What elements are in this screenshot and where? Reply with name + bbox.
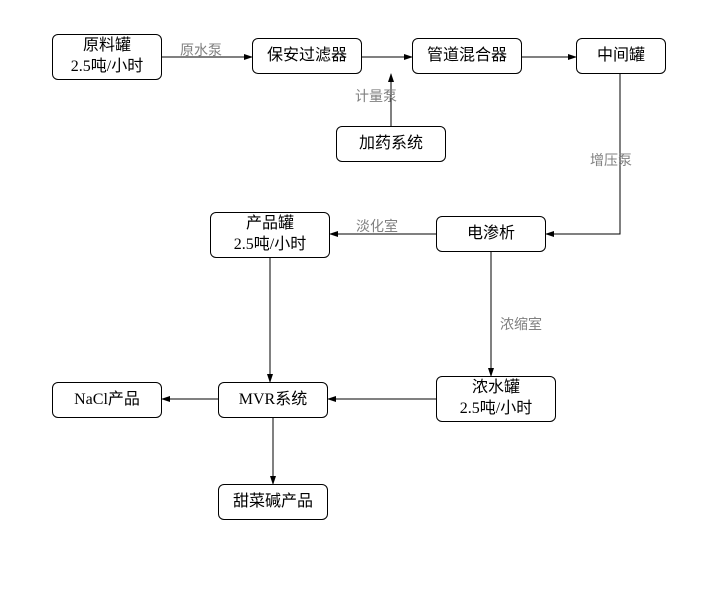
node-mixer: 管道混合器 [412,38,522,74]
node-raw-tank: 原料罐 2.5吨/小时 [52,34,162,80]
edge-label-e6: 淡化室 [356,216,398,236]
node-sublabel: 2.5吨/小时 [234,235,306,256]
node-label: 加药系统 [359,134,423,155]
node-product-tank: 产品罐 2.5吨/小时 [210,212,330,258]
edge-label-e4: 计量泵 [355,86,397,106]
flowchart-canvas: 原料罐 2.5吨/小时 保安过滤器 管道混合器 中间罐 加药系统 产品罐 2.5… [0,0,712,592]
edge-label-e1: 原水泵 [180,40,222,60]
node-betaine: 甜菜碱产品 [218,484,328,520]
node-label: 管道混合器 [427,46,507,67]
node-mvr: MVR系统 [218,382,328,418]
node-label: 产品罐 [246,214,294,235]
node-label: 保安过滤器 [267,46,347,67]
node-label: 电渗析 [467,224,515,245]
node-sublabel: 2.5吨/小时 [460,399,532,420]
node-conc-tank: 浓水罐 2.5吨/小时 [436,376,556,422]
node-label: MVR系统 [239,390,307,411]
node-label: 原料罐 [83,36,131,57]
node-mid-tank: 中间罐 [576,38,666,74]
node-ed: 电渗析 [436,216,546,252]
node-label: NaCl产品 [74,390,140,411]
node-filter: 保安过滤器 [252,38,362,74]
node-label: 浓水罐 [472,378,520,399]
node-sublabel: 2.5吨/小时 [71,57,143,78]
node-dosing: 加药系统 [336,126,446,162]
edge-label-e7: 浓缩室 [500,314,542,334]
node-label: 中间罐 [597,46,645,67]
edge-label-e5: 增压泵 [590,150,632,170]
node-nacl: NaCl产品 [52,382,162,418]
node-label: 甜菜碱产品 [233,492,313,513]
